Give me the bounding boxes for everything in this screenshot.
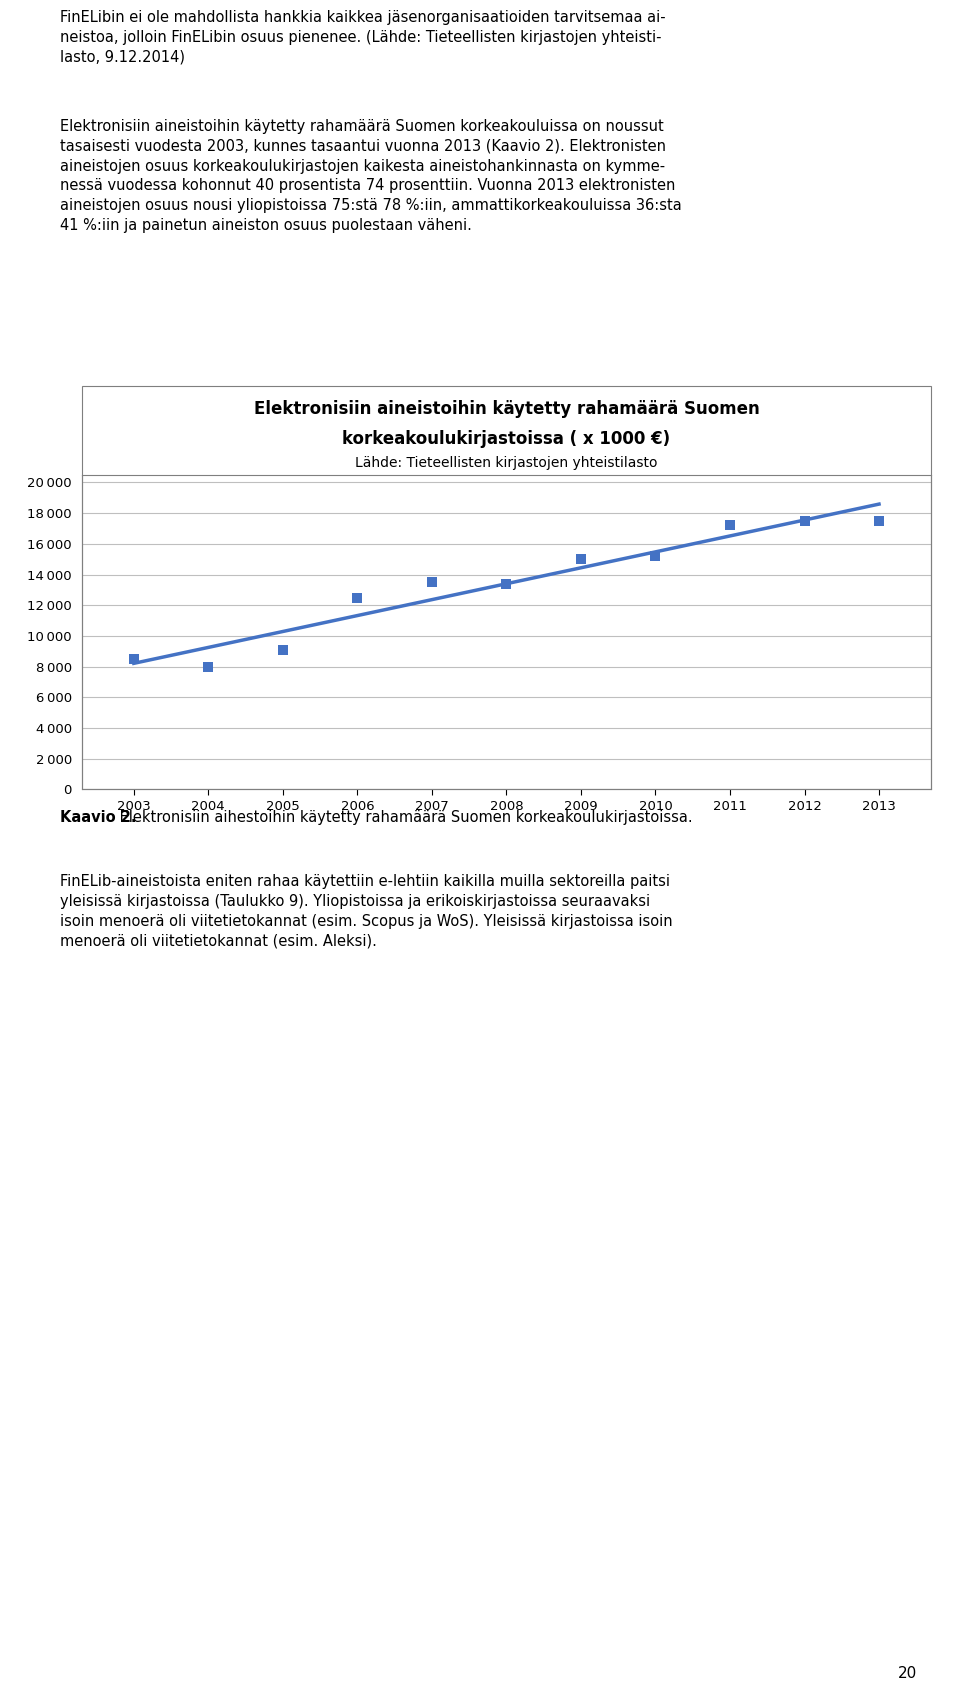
- Point: [573, 546, 588, 573]
- Point: [648, 543, 663, 570]
- Point: [201, 653, 216, 680]
- Point: [276, 636, 291, 663]
- Text: Elektronisiin aihestoihin käytetty rahamäärä Suomen korkeakoulukirjastoissa.: Elektronisiin aihestoihin käytetty raham…: [115, 810, 693, 825]
- Text: Elektronisiin aineistoihin käytetty rahamäärä Suomen: Elektronisiin aineistoihin käytetty raha…: [253, 400, 759, 418]
- Text: 20: 20: [898, 1665, 917, 1681]
- Text: korkeakoulukirjastoissa ( x 1000 €): korkeakoulukirjastoissa ( x 1000 €): [343, 430, 670, 449]
- Text: FinELib-aineistoista eniten rahaa käytettiin e-lehtiin kaikilla muilla sektoreil: FinELib-aineistoista eniten rahaa käytet…: [60, 874, 673, 949]
- Text: FinELibin ei ole mahdollista hankkia kaikkea jäsenorganisaatioiden tarvitsemaa a: FinELibin ei ole mahdollista hankkia kai…: [60, 10, 666, 65]
- Text: Kaavio 2.: Kaavio 2.: [60, 810, 137, 825]
- Point: [499, 570, 515, 597]
- Point: [349, 583, 365, 611]
- Text: Lähde: Tieteellisten kirjastojen yhteistilasto: Lähde: Tieteellisten kirjastojen yhteist…: [355, 456, 658, 469]
- Point: [722, 512, 737, 539]
- Point: [424, 568, 440, 595]
- Text: Elektronisiin aineistoihin käytetty rahamäärä Suomen korkeakouluissa on noussut
: Elektronisiin aineistoihin käytetty raha…: [60, 119, 683, 233]
- Point: [126, 645, 141, 672]
- Point: [872, 507, 887, 534]
- Point: [797, 507, 812, 534]
